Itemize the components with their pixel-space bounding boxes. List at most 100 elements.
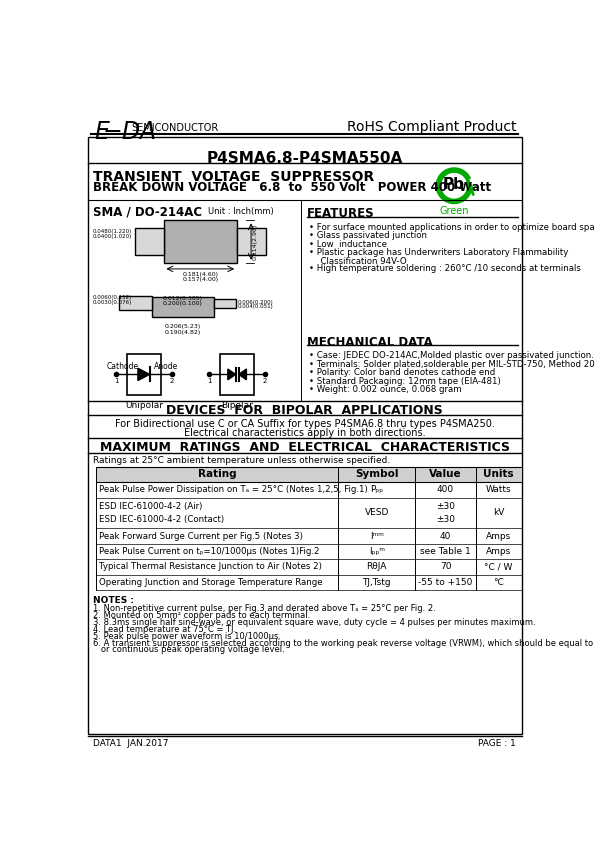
Text: BREAK DOWN VOLTAGE   6.8  to  550 Volt   POWER 400 Watt: BREAK DOWN VOLTAGE 6.8 to 550 Volt POWER… xyxy=(93,181,491,195)
Text: 2: 2 xyxy=(170,378,174,384)
Text: For Bidirectional use C or CA Suffix for types P4SMA6.8 thru types P4SMA250.: For Bidirectional use C or CA Suffix for… xyxy=(115,419,494,429)
Text: DEVICES  FOR  BIPOLAR  APPLICATIONS: DEVICES FOR BIPOLAR APPLICATIONS xyxy=(166,403,443,417)
Text: TJ,Tstg: TJ,Tstg xyxy=(362,578,391,587)
Text: Peak Pulse Current on tₚ=10/1000μs (Notes 1)Fig.2: Peak Pulse Current on tₚ=10/1000μs (Note… xyxy=(99,547,320,556)
Text: 0.114(2.90): 0.114(2.90) xyxy=(253,223,258,259)
Text: Ratings at 25°C ambient temperature unless otherwise specified.: Ratings at 25°C ambient temperature unle… xyxy=(93,456,390,465)
Text: 1: 1 xyxy=(207,378,211,384)
Text: Pₚₚ: Pₚₚ xyxy=(370,485,383,494)
Text: 0.0400(1.020): 0.0400(1.020) xyxy=(93,234,132,239)
Polygon shape xyxy=(228,369,236,380)
Text: PAGE : 1: PAGE : 1 xyxy=(478,739,516,749)
Text: 40: 40 xyxy=(440,531,451,541)
Text: Typical Thermal Resistance Junction to Air (Notes 2): Typical Thermal Resistance Junction to A… xyxy=(99,562,322,572)
Bar xyxy=(220,354,254,395)
Text: Operating Junction and Storage Temperature Range: Operating Junction and Storage Temperatu… xyxy=(99,578,323,587)
Bar xyxy=(164,221,237,263)
Text: • Plastic package has Underwriters Laboratory Flammability: • Plastic package has Underwriters Labor… xyxy=(309,248,569,257)
Text: 0.206(5.23): 0.206(5.23) xyxy=(165,324,201,329)
Text: TRANSIENT  VOLTAGE  SUPPRESSOR: TRANSIENT VOLTAGE SUPPRESSOR xyxy=(93,170,374,184)
Text: Unipolar: Unipolar xyxy=(125,402,163,410)
Text: ±30
±30: ±30 ±30 xyxy=(436,502,455,524)
Text: SEMICONDUCTOR: SEMICONDUCTOR xyxy=(131,123,219,132)
Text: Amps: Amps xyxy=(486,531,511,541)
Bar xyxy=(214,299,236,308)
Text: Iₚₚᵐ: Iₚₚᵐ xyxy=(369,547,384,556)
Text: Green: Green xyxy=(439,205,469,216)
Text: 5. Peak pulse power waveform is 10/1000μs.: 5. Peak pulse power waveform is 10/1000μ… xyxy=(93,632,281,641)
Text: • For surface mounted applications in order to optimize board space: • For surface mounted applications in or… xyxy=(309,222,595,232)
Text: °C: °C xyxy=(493,578,504,587)
Text: Peak Forward Surge Current per Fig.5 (Notes 3): Peak Forward Surge Current per Fig.5 (No… xyxy=(99,531,303,541)
Text: see Table 1: see Table 1 xyxy=(420,547,471,556)
Text: Classification 94V-O: Classification 94V-O xyxy=(315,257,406,265)
Text: RoHS Compliant Product: RoHS Compliant Product xyxy=(347,120,516,134)
Text: 0.200(0.100): 0.200(0.100) xyxy=(163,301,203,306)
Text: 0.006(0.200): 0.006(0.200) xyxy=(237,300,273,305)
Text: Pb: Pb xyxy=(443,177,465,192)
Text: 0.157(4.00): 0.157(4.00) xyxy=(182,277,218,281)
Text: MAXIMUM  RATINGS  AND  ELECTRICAL  CHARACTERISTICS: MAXIMUM RATINGS AND ELECTRICAL CHARACTER… xyxy=(99,440,509,454)
Text: DATA1  JAN.2017: DATA1 JAN.2017 xyxy=(93,739,168,749)
Text: 0.0060(0.152): 0.0060(0.152) xyxy=(93,295,132,300)
Bar xyxy=(237,228,266,255)
Text: VESD: VESD xyxy=(364,509,389,518)
Bar xyxy=(127,354,161,395)
Polygon shape xyxy=(239,369,246,380)
Text: NOTES :: NOTES : xyxy=(93,596,134,605)
Text: 70: 70 xyxy=(440,562,452,572)
Bar xyxy=(152,297,214,317)
Text: Units: Units xyxy=(483,470,513,479)
Text: $\it{-DA}$: $\it{-DA}$ xyxy=(102,120,157,144)
Text: 6. A transient suppressor is selected according to the working peak reverse volt: 6. A transient suppressor is selected ac… xyxy=(93,638,595,647)
Text: -55 to +150: -55 to +150 xyxy=(418,578,473,587)
Text: 400: 400 xyxy=(437,485,454,494)
Bar xyxy=(135,228,164,255)
Text: Value: Value xyxy=(429,470,462,479)
Text: Peak Pulse Power Dissipation on Tₐ = 25°C (Notes 1,2,5, Fig.1): Peak Pulse Power Dissipation on Tₐ = 25°… xyxy=(99,485,368,494)
Bar xyxy=(96,466,522,482)
Text: Bipolar: Bipolar xyxy=(221,402,253,410)
Text: kV: kV xyxy=(493,509,505,518)
Text: 0.0030(0.076): 0.0030(0.076) xyxy=(93,301,132,306)
Text: 0.190(4.82): 0.190(4.82) xyxy=(165,330,201,335)
Text: 3. 8.3ms single half sine-wave, or equivalent square wave, duty cycle = 4 pulses: 3. 8.3ms single half sine-wave, or equiv… xyxy=(93,618,536,626)
Text: 0.004(0.051): 0.004(0.051) xyxy=(237,304,273,309)
Text: MECHANICAL DATA: MECHANICAL DATA xyxy=(307,336,433,349)
Text: 0.181(4.60): 0.181(4.60) xyxy=(182,272,218,277)
Text: Electrical characteristics apply in both directions.: Electrical characteristics apply in both… xyxy=(184,428,425,438)
Text: Cathode: Cathode xyxy=(107,362,139,371)
Circle shape xyxy=(439,171,469,200)
Text: 2: 2 xyxy=(263,378,267,384)
Text: ESD IEC-61000-4-2 (Air)
ESD IEC-61000-4-2 (Contact): ESD IEC-61000-4-2 (Air) ESD IEC-61000-4-… xyxy=(99,502,224,524)
Text: • Low  inductance: • Low inductance xyxy=(309,240,387,248)
Text: FEATURES: FEATURES xyxy=(307,207,374,221)
Text: $\it{E}$: $\it{E}$ xyxy=(94,120,111,144)
Text: 2. Mounted on 5mm² copper pads to each terminal.: 2. Mounted on 5mm² copper pads to each t… xyxy=(93,610,310,620)
Text: Anode: Anode xyxy=(154,362,178,371)
Polygon shape xyxy=(138,368,149,381)
Text: • Polarity: Color band denotes cathode end: • Polarity: Color band denotes cathode e… xyxy=(309,368,496,377)
Text: • Glass passivated junction: • Glass passivated junction xyxy=(309,232,427,240)
Text: • Weight: 0.002 ounce, 0.068 gram: • Weight: 0.002 ounce, 0.068 gram xyxy=(309,385,462,394)
Text: 0.012(0.305): 0.012(0.305) xyxy=(163,296,203,301)
Text: 4. Lead temperature at 75°C = TJ.: 4. Lead temperature at 75°C = TJ. xyxy=(93,625,236,634)
Text: SMA / DO-214AC: SMA / DO-214AC xyxy=(93,205,202,219)
Text: Amps: Amps xyxy=(486,547,511,556)
Text: °C / W: °C / W xyxy=(484,562,513,572)
Text: 1: 1 xyxy=(114,378,118,384)
Text: Rating: Rating xyxy=(198,470,236,479)
Text: P4SMA6.8-P4SMA550A: P4SMA6.8-P4SMA550A xyxy=(206,151,403,166)
Text: • Case: JEDEC DO-214AC,Molded plastic over passivated junction.: • Case: JEDEC DO-214AC,Molded plastic ov… xyxy=(309,351,594,360)
Text: or continuous peak operating voltage level.: or continuous peak operating voltage lev… xyxy=(93,646,285,654)
Text: 1. Non-repetitive current pulse, per Fig.3 and derated above Tₐ = 25°C per Fig. : 1. Non-repetitive current pulse, per Fig… xyxy=(93,604,436,613)
Text: Unit : Inch(mm): Unit : Inch(mm) xyxy=(208,206,274,216)
Text: RθJA: RθJA xyxy=(367,562,387,572)
Text: • High temperature soldering : 260°C /10 seconds at terminals: • High temperature soldering : 260°C /10… xyxy=(309,264,581,274)
Text: • Terminals: Solder plated,solderable per MIL-STD-750, Method 2026: • Terminals: Solder plated,solderable pe… xyxy=(309,360,595,369)
Text: Iᵐᵐ: Iᵐᵐ xyxy=(369,531,384,541)
Text: Symbol: Symbol xyxy=(355,470,399,479)
Text: Watts: Watts xyxy=(486,485,512,494)
Text: • Standard Packaging: 12mm tape (EIA-481): • Standard Packaging: 12mm tape (EIA-481… xyxy=(309,376,501,386)
Bar xyxy=(120,296,152,310)
